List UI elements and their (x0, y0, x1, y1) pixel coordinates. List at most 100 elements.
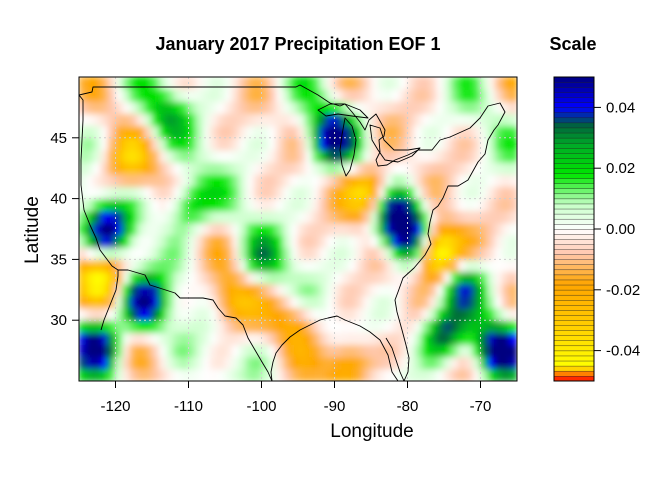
heat-cell (158, 246, 168, 260)
heat-cell (370, 344, 379, 358)
heat-cell (261, 258, 270, 273)
heat-cell (414, 319, 423, 333)
heat-cell (151, 185, 160, 200)
heat-cell (93, 112, 102, 127)
heat-cell (487, 88, 496, 102)
heat-cell (122, 161, 131, 175)
heat-cell (202, 283, 211, 297)
heat-cell (421, 77, 430, 90)
heat-cell (312, 185, 321, 200)
heat-cell (122, 88, 131, 102)
heat-cell (392, 331, 401, 346)
heat-cell (363, 161, 372, 175)
heat-cell (487, 173, 496, 187)
heat-cell (166, 112, 175, 127)
heat-cell (334, 112, 343, 127)
colorbar-band (553, 309, 595, 316)
heat-cell (282, 198, 292, 212)
heat-cell (319, 161, 328, 175)
heat-cell (377, 368, 387, 381)
heat-cell (407, 210, 416, 224)
heat-cell (253, 271, 262, 285)
heat-cell (253, 137, 262, 151)
heat-cell (443, 295, 452, 309)
heat-cell (253, 319, 262, 333)
heat-cell (421, 331, 430, 346)
heat-cell (385, 319, 394, 333)
heat-cell (341, 356, 350, 370)
heat-cell (428, 283, 438, 297)
heat-cell (501, 222, 511, 236)
heat-cell (392, 100, 401, 114)
heat-cell (297, 344, 306, 358)
heat-cell (385, 331, 394, 346)
heat-cell (268, 210, 277, 224)
heat-cell (180, 77, 189, 90)
colorbar-band (553, 132, 595, 139)
heat-cell (217, 222, 226, 236)
heat-cell (472, 368, 481, 381)
heat-cell (115, 185, 124, 200)
heat-cell (487, 137, 496, 151)
heat-cell (494, 100, 503, 114)
colorbar-band (553, 147, 595, 154)
heat-cell (436, 149, 445, 163)
heat-cell (290, 137, 299, 151)
heat-cell (246, 112, 255, 127)
heat-cell (494, 198, 503, 212)
heat-cell (93, 368, 102, 381)
heat-cell (370, 77, 379, 90)
heat-cell (334, 173, 343, 187)
heat-cell (209, 234, 219, 248)
heat-cell (304, 234, 314, 248)
heat-cell (290, 319, 299, 333)
heat-cell (494, 271, 503, 285)
x-tick-label: -70 (470, 398, 492, 415)
heat-cell (443, 173, 452, 187)
heat-cell (188, 210, 197, 224)
heat-cell (319, 344, 328, 358)
heat-cell (217, 198, 226, 212)
heat-cell (166, 149, 175, 163)
heat-cell (304, 319, 314, 333)
heat-cell (107, 319, 116, 333)
heat-cell (414, 100, 423, 114)
heat-cell (100, 112, 109, 127)
heat-cell (319, 198, 328, 212)
heat-cell (129, 173, 138, 187)
heat-cell (253, 295, 262, 309)
y-tick-label: 35 (50, 251, 67, 268)
heat-cell (115, 234, 124, 248)
heat-cell (465, 344, 474, 358)
heat-cell (319, 271, 328, 285)
heat-cell (180, 137, 189, 151)
heat-cell (129, 283, 138, 297)
heat-cell (166, 307, 175, 321)
heat-cell (195, 344, 204, 358)
heat-cell (136, 137, 146, 151)
heat-cell (85, 222, 95, 236)
heat-cell (450, 344, 460, 358)
heat-cell (407, 246, 416, 260)
heat-cell (414, 112, 423, 127)
heat-cell (275, 149, 284, 163)
heat-cell (334, 161, 343, 175)
heat-cell (93, 185, 102, 200)
heat-cell (231, 77, 241, 90)
heat-cell (385, 234, 394, 248)
heat-cell (487, 149, 496, 163)
heat-cell (180, 331, 189, 346)
heat-cell (79, 173, 87, 187)
us-coastline (79, 84, 506, 381)
plot-frame (78, 76, 518, 382)
heat-cell (275, 368, 284, 381)
heat-cell (297, 100, 306, 114)
heat-cell (319, 137, 328, 151)
heat-cell (158, 173, 168, 187)
heat-cell (458, 246, 467, 260)
heat-cell (297, 88, 306, 102)
heat-cell (392, 283, 401, 297)
heat-cell (261, 149, 270, 163)
heat-cell (494, 258, 503, 273)
heat-cell (100, 161, 109, 175)
